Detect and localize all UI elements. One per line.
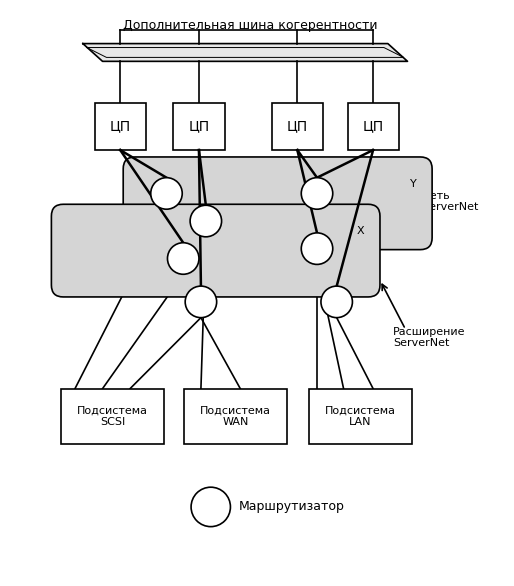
Text: ЦП: ЦП <box>287 120 308 134</box>
Text: ЦП: ЦП <box>109 120 131 134</box>
FancyBboxPatch shape <box>95 103 146 150</box>
Circle shape <box>190 205 222 237</box>
FancyBboxPatch shape <box>123 157 432 250</box>
Text: Подсистема
WAN: Подсистема WAN <box>200 406 271 427</box>
Text: Сеть
ServerNet: Сеть ServerNet <box>423 190 479 212</box>
FancyBboxPatch shape <box>51 205 380 297</box>
Text: Y: Y <box>410 179 416 189</box>
FancyBboxPatch shape <box>347 103 399 150</box>
Polygon shape <box>83 43 408 62</box>
Text: Маршрутизатор: Маршрутизатор <box>238 500 344 513</box>
Text: ЦП: ЦП <box>362 120 383 134</box>
FancyBboxPatch shape <box>173 103 225 150</box>
FancyBboxPatch shape <box>61 389 164 444</box>
Circle shape <box>301 233 333 264</box>
Circle shape <box>321 286 353 318</box>
Text: ЦП: ЦП <box>189 120 210 134</box>
Text: Подсистема
SCSI: Подсистема SCSI <box>77 406 148 427</box>
Circle shape <box>151 178 182 209</box>
Circle shape <box>191 487 230 527</box>
Circle shape <box>301 178 333 209</box>
Text: X: X <box>357 226 364 236</box>
Text: Подсистема
LAN: Подсистема LAN <box>325 406 396 427</box>
FancyBboxPatch shape <box>308 389 412 444</box>
Text: Расширение
ServerNet: Расширение ServerNet <box>393 326 465 348</box>
Circle shape <box>168 243 199 274</box>
Circle shape <box>185 286 217 318</box>
Text: Дополнительная шина когерентности: Дополнительная шина когерентности <box>123 19 377 32</box>
FancyBboxPatch shape <box>272 103 323 150</box>
FancyBboxPatch shape <box>183 389 287 444</box>
